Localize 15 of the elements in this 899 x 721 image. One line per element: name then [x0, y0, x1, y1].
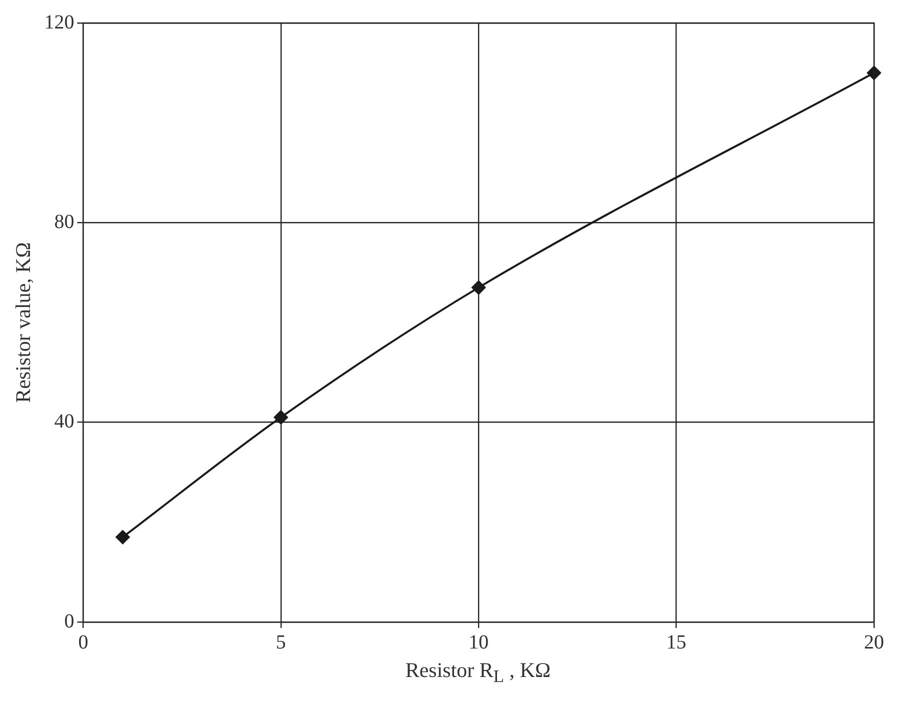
- y-tick-label: 0: [64, 610, 74, 632]
- x-axis-title: Resistor R$_{L}$ , KΩ: [404, 658, 552, 688]
- y-axis-title: Resistor value, KΩ: [11, 242, 36, 403]
- y-tick-label: 40: [54, 410, 74, 433]
- x-tick-label: 20: [864, 631, 884, 654]
- y-tick-label: 80: [54, 210, 74, 233]
- x-tick-label: 5: [276, 631, 286, 654]
- point: [274, 410, 288, 424]
- x-tick-label: 15: [666, 631, 686, 654]
- point: [472, 280, 486, 295]
- point: [116, 530, 130, 544]
- x-tick-label: 0: [78, 631, 88, 654]
- x-tick-label: 10: [468, 631, 489, 654]
- point: [867, 66, 881, 80]
- y-tick-label: 120: [44, 11, 74, 34]
